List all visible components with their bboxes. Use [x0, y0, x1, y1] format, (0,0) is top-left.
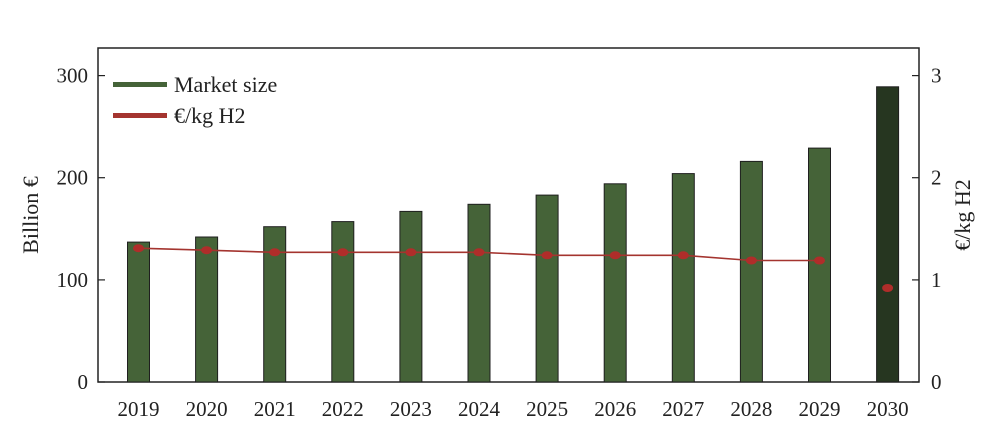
x-tick-label-2027: 2027: [662, 397, 704, 421]
bar-2029: [808, 147, 831, 383]
x-tick-label-2028: 2028: [730, 397, 772, 421]
bar-2026: [603, 183, 627, 383]
line-series-group: [133, 244, 894, 292]
x-tick-label-2022: 2022: [322, 397, 364, 421]
y-left-tick-label-300: 300: [57, 64, 89, 88]
y-left-tick-label-100: 100: [57, 268, 89, 292]
price-point-2025: [541, 251, 553, 260]
bar-2024: [467, 203, 491, 383]
price-point-2028: [745, 256, 757, 265]
price-point-2029: [814, 256, 825, 265]
bar-2028: [739, 160, 763, 383]
bar-2027: [671, 173, 695, 383]
bar-2022: [331, 221, 355, 383]
y-right-tick-label-1: 1: [931, 268, 942, 292]
legend-label-price: €/kg H2: [174, 103, 246, 128]
price-point-2024: [473, 248, 485, 257]
y-right-tick-label-3: 3: [931, 64, 942, 88]
bar-2020: [195, 236, 219, 383]
x-tick-label-2021: 2021: [254, 397, 296, 421]
price-point-2019: [133, 244, 144, 253]
legend: Market size €/kg H2: [113, 72, 277, 128]
price-point-2021: [269, 248, 281, 257]
bar-2019: [127, 241, 150, 383]
x-tick-label-2024: 2024: [458, 397, 501, 421]
price-point-2026: [609, 251, 621, 260]
legend-swatch-market-size: [113, 82, 167, 87]
price-point-2020: [201, 246, 213, 255]
legend-label-market-size: Market size: [174, 72, 277, 97]
x-tick-label-2023: 2023: [390, 397, 432, 421]
x-tick-label-2020: 2020: [186, 397, 228, 421]
bar-group: [127, 86, 900, 383]
price-point-2023: [405, 248, 417, 257]
x-tick-label-2030: 2030: [867, 397, 909, 421]
bar-2030: [876, 86, 900, 383]
price-point-2030: [882, 284, 894, 292]
y-axis-right-title: €/kg H2: [950, 179, 975, 251]
bar-2025: [535, 194, 559, 383]
plot-frame: [97, 47, 920, 383]
x-tick-label-2029: 2029: [799, 397, 841, 421]
y-left-tick-label-200: 200: [57, 166, 89, 190]
x-tick-label-2019: 2019: [118, 397, 160, 421]
price-point-2022: [337, 248, 349, 257]
legend-swatch-price: [113, 113, 167, 118]
y-left-tick-label-0: 0: [78, 370, 89, 394]
price-point-2027: [677, 251, 689, 260]
bar-2023: [399, 210, 423, 383]
x-tick-label-2025: 2025: [526, 397, 568, 421]
bar-2021: [263, 226, 287, 383]
y-right-tick-label-0: 0: [931, 370, 942, 394]
tick-group: 2019 2020 2021 2022 2023 2024 2025 2026 2027 2028…: [57, 64, 942, 421]
y-right-tick-label-2: 2: [931, 166, 942, 190]
y-axis-left-title: Billion €: [18, 176, 43, 254]
x-tick-label-2026: 2026: [594, 397, 636, 421]
